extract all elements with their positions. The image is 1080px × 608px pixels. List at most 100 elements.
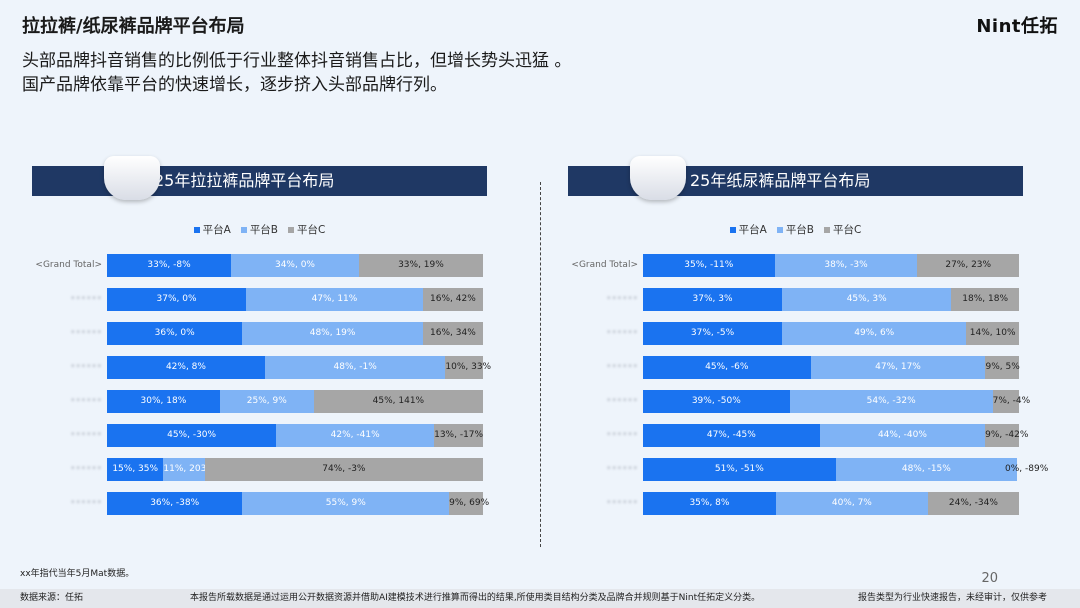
platform-c-segment: 45%, 141% (313, 390, 483, 413)
category-label: <Grand Total> (571, 260, 638, 270)
category-label: •••••• (606, 396, 638, 406)
subtitle-line-2: 国产品牌依靠平台的快速增长，逐步挤入头部品牌行列。 (22, 75, 447, 95)
category-label: •••••• (70, 362, 102, 372)
chart-title: 25年拉拉裤品牌平台布局 (154, 171, 335, 190)
legend-swatch (193, 227, 200, 233)
platform-c-segment: 16%, 42% (422, 288, 483, 311)
platform-b-segment: 25%, 9% (219, 390, 314, 413)
stacked-bar: 35%, 8% 40%, 7% 24%, -34% (643, 492, 1019, 515)
category-label: •••••• (606, 362, 638, 372)
chart-legend: 平台A 平台B 平台C (568, 222, 1023, 237)
stacked-bar: 37%, -5% 49%, 6% 14%, 10% (643, 322, 1019, 345)
stacked-bar: 39%, -50% 54%, -32% 7%, -4% (643, 390, 1030, 413)
page-number: 20 (981, 571, 998, 586)
subtitle-line-1: 头部品牌抖音销售的比例低于行业整体抖音销售占比，但增长势头迅猛 。 (22, 51, 572, 71)
platform-a-segment: 42%, 8% (107, 356, 265, 379)
legend-item: 平台A (193, 224, 231, 236)
platform-a-segment: 15%, 35% (107, 458, 164, 481)
category-label: •••••• (70, 294, 102, 304)
platform-c-segment: 14%, 10% (966, 322, 1019, 345)
platform-c-segment: 9%, 5% (985, 356, 1020, 379)
bar-row: •••••• 36%, -38% 55%, 9% 9%, 69% (32, 492, 489, 515)
bar-row: •••••• 47%, -45% 44%, -40% 9%, -42% (568, 424, 1028, 447)
legend-item: 平台B (240, 224, 278, 236)
platform-b-segment: 55%, 9% (242, 492, 450, 515)
stacked-bar: 37%, 0% 47%, 11% 16%, 42% (107, 288, 483, 311)
platform-a-segment: 36%, -38% (107, 492, 243, 515)
category-label: •••••• (606, 430, 638, 440)
footer-disclaimer: 本报告所载数据是通过运用公开数据资源并借助AI建模技术进行推算而得出的结果,所使… (190, 593, 761, 603)
footer-source: 数据来源：任拓 (20, 593, 84, 603)
platform-b-segment: 47%, 11% (246, 288, 423, 311)
bar-row: •••••• 42%, 8% 48%, -1% 10%, 33% (32, 356, 491, 379)
pull-ups-chart-panel: 25年拉拉裤品牌平台布局 平台A 平台B 平台C <Grand Total> 33%,… (32, 156, 491, 515)
legend-swatch (824, 227, 831, 233)
bar-row: •••••• 35%, 8% 40%, 7% 24%, -34% (568, 492, 1023, 515)
category-label: <Grand Total> (35, 260, 102, 270)
bar-row: •••••• 37%, -5% 49%, 6% 14%, 10% (568, 322, 1023, 345)
legend-item: 平台B (776, 224, 815, 236)
category-label: •••••• (70, 430, 102, 440)
stacked-bar: 15%, 35% 11%, 203% 74%, -3% (107, 458, 483, 481)
pull-up-product-icon (104, 156, 160, 200)
platform-c-segment: 10%, 33% (445, 356, 491, 379)
platform-c-segment: 74%, -3% (204, 458, 483, 481)
platform-a-segment: 33%, -8% (107, 254, 232, 277)
platform-c-segment: 18%, 18% (951, 288, 1019, 311)
bar-row: •••••• 51%, -51% 48%, -15% 0%, -89% (568, 458, 1048, 481)
platform-b-segment: 54%, -32% (789, 390, 993, 413)
legend-label: 平台A (738, 224, 767, 236)
platform-a-segment: 37%, 0% (107, 288, 247, 311)
diapers-chart-panel: 25年纸尿裤品牌平台布局 平台A 平台B 平台C <Grand Total> 35%,… (568, 156, 1048, 515)
stacked-bar: 45%, -6% 47%, 17% 9%, 5% (643, 356, 1020, 379)
stacked-bar: 51%, -51% 48%, -15% 0%, -89% (643, 458, 1048, 481)
chart-banner: 25年拉拉裤品牌平台布局 (32, 156, 487, 200)
platform-b-segment: 45%, 3% (782, 288, 952, 311)
legend-label: 平台C (297, 224, 326, 236)
platform-c-segment: 13%, -17% (434, 424, 483, 447)
diaper-product-icon (630, 156, 686, 200)
legend-label: 平台B (785, 224, 815, 236)
footer-bar: 数据来源：任拓 本报告所载数据是通过运用公开数据资源并借助AI建模技术进行推算而… (0, 589, 1080, 608)
category-label: •••••• (70, 396, 102, 406)
category-label: •••••• (606, 498, 638, 508)
bar-row: •••••• 30%, 18% 25%, 9% 45%, 141% (32, 390, 487, 413)
platform-a-segment: 45%, -6% (643, 356, 811, 379)
bar-row: •••••• 45%, -6% 47%, 17% 9%, 5% (568, 356, 1023, 379)
stacked-bar: 33%, -8% 34%, 0% 33%, 19% (107, 254, 483, 277)
category-label: •••••• (606, 328, 638, 338)
platform-a-segment: 37%, 3% (643, 288, 783, 311)
legend-label: 平台C (833, 224, 862, 236)
platform-b-segment: 38%, -3% (774, 254, 918, 277)
brand-logo: Nint任拓 (976, 16, 1058, 37)
bar-row: <Grand Total> 35%, -11% 38%, -3% 27%, 23% (568, 254, 1023, 277)
legend-swatch (240, 227, 247, 233)
platform-c-segment: 7%, -4% (992, 390, 1030, 413)
bar-row: •••••• 15%, 35% 11%, 203% 74%, -3% (32, 458, 487, 481)
platform-c-segment: 33%, 19% (358, 254, 483, 277)
platform-b-segment: 48%, 19% (242, 322, 423, 345)
bar-row: •••••• 45%, -30% 42%, -41% 13%, -17% (32, 424, 487, 447)
platform-b-segment: 47%, 17% (810, 356, 986, 379)
platform-c-segment: 24%, -34% (927, 492, 1019, 515)
platform-a-segment: 30%, 18% (107, 390, 220, 413)
platform-b-segment: 40%, 7% (775, 492, 928, 515)
legend-item: 平台C (288, 224, 325, 236)
bar-row: •••••• 39%, -50% 54%, -32% 7%, -4% (568, 390, 1030, 413)
bar-row: •••••• 36%, 0% 48%, 19% 16%, 34% (32, 322, 487, 345)
bar-row: •••••• 37%, 0% 47%, 11% 16%, 42% (32, 288, 487, 311)
legend-item: 平台C (824, 224, 861, 236)
bar-row: •••••• 37%, 3% 45%, 3% 18%, 18% (568, 288, 1023, 311)
stacked-bar: 42%, 8% 48%, -1% 10%, 33% (107, 356, 491, 379)
page-title: 拉拉裤/纸尿裤品牌平台布局 (22, 16, 245, 37)
chart-legend: 平台A 平台B 平台C (32, 222, 487, 237)
platform-b-segment: 42%, -41% (276, 424, 435, 447)
legend-swatch (729, 227, 736, 233)
legend-label: 平台A (202, 224, 231, 236)
stacked-bar: 37%, 3% 45%, 3% 18%, 18% (643, 288, 1019, 311)
category-label: •••••• (70, 464, 102, 474)
stacked-bar: 45%, -30% 42%, -41% 13%, -17% (107, 424, 483, 447)
platform-a-segment: 37%, -5% (643, 322, 783, 345)
platform-a-segment: 39%, -50% (643, 390, 790, 413)
platform-a-segment: 35%, 8% (643, 492, 776, 515)
